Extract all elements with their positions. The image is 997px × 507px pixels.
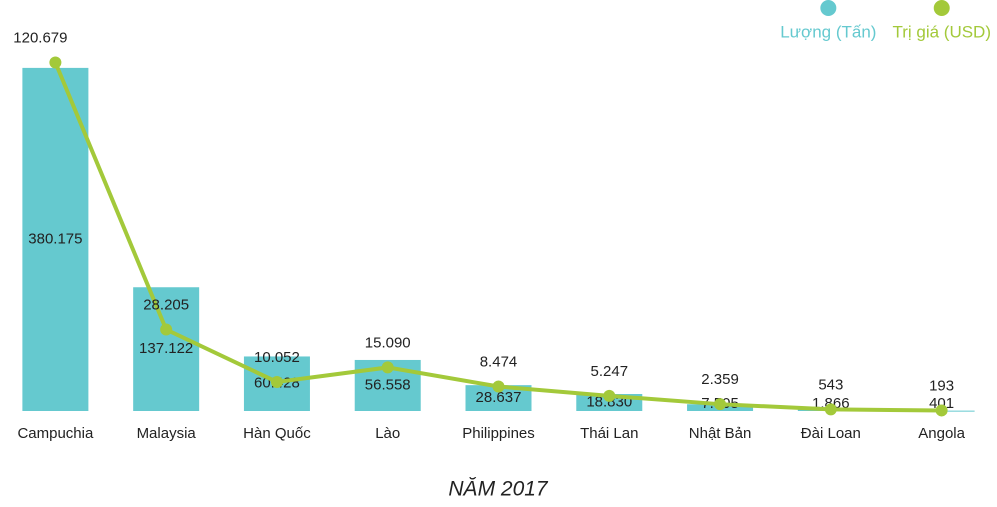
x-tick-label: Đài Loan <box>801 425 861 442</box>
line-value-label: 10.052 <box>254 349 300 366</box>
x-tick-label: Campuchia <box>17 425 94 442</box>
legend-label: Lượng (Tấn) <box>780 22 876 41</box>
legend-swatch <box>820 0 837 16</box>
line-value-label: 2.359 <box>701 371 739 388</box>
line-point <box>270 375 283 388</box>
line-point <box>381 361 394 374</box>
bar-value-label: 28.637 <box>476 389 522 406</box>
line-point <box>935 404 948 417</box>
line-value-label: 193 <box>929 377 954 394</box>
x-tick-label: Hàn Quốc <box>243 425 311 442</box>
line-value-label: 120.679 <box>13 29 67 46</box>
bar-value-label: 56.558 <box>365 376 411 393</box>
bar-value-label: 401 <box>929 395 954 412</box>
line-point <box>603 389 616 402</box>
line-value-label: 8.474 <box>480 353 518 370</box>
bar <box>22 67 89 411</box>
x-tick-label: Malaysia <box>137 425 197 442</box>
line-point <box>49 56 62 69</box>
line-point <box>824 403 837 416</box>
line-value-label: 5.247 <box>591 363 629 380</box>
line-value-label: 543 <box>818 376 843 393</box>
x-tick-label: Angola <box>918 425 965 442</box>
line-value-label: 15.090 <box>365 334 411 351</box>
line-point <box>714 398 727 411</box>
chart-title: NĂM 2017 <box>448 478 549 501</box>
x-tick-label: Thái Lan <box>580 425 638 442</box>
x-tick-label: Philippines <box>462 425 535 442</box>
bar <box>133 287 200 411</box>
legend-swatch <box>933 0 950 16</box>
line-point <box>160 323 173 336</box>
legend-label: Trị giá (USD) <box>892 22 991 41</box>
bar-value-label: 137.122 <box>139 340 193 357</box>
bar-value-label: 380.175 <box>28 230 82 247</box>
line-point <box>492 380 505 393</box>
line-value-label: 28.205 <box>143 297 189 314</box>
x-tick-label: Lào <box>375 425 400 442</box>
x-tick-label: Nhật Bản <box>689 425 752 442</box>
